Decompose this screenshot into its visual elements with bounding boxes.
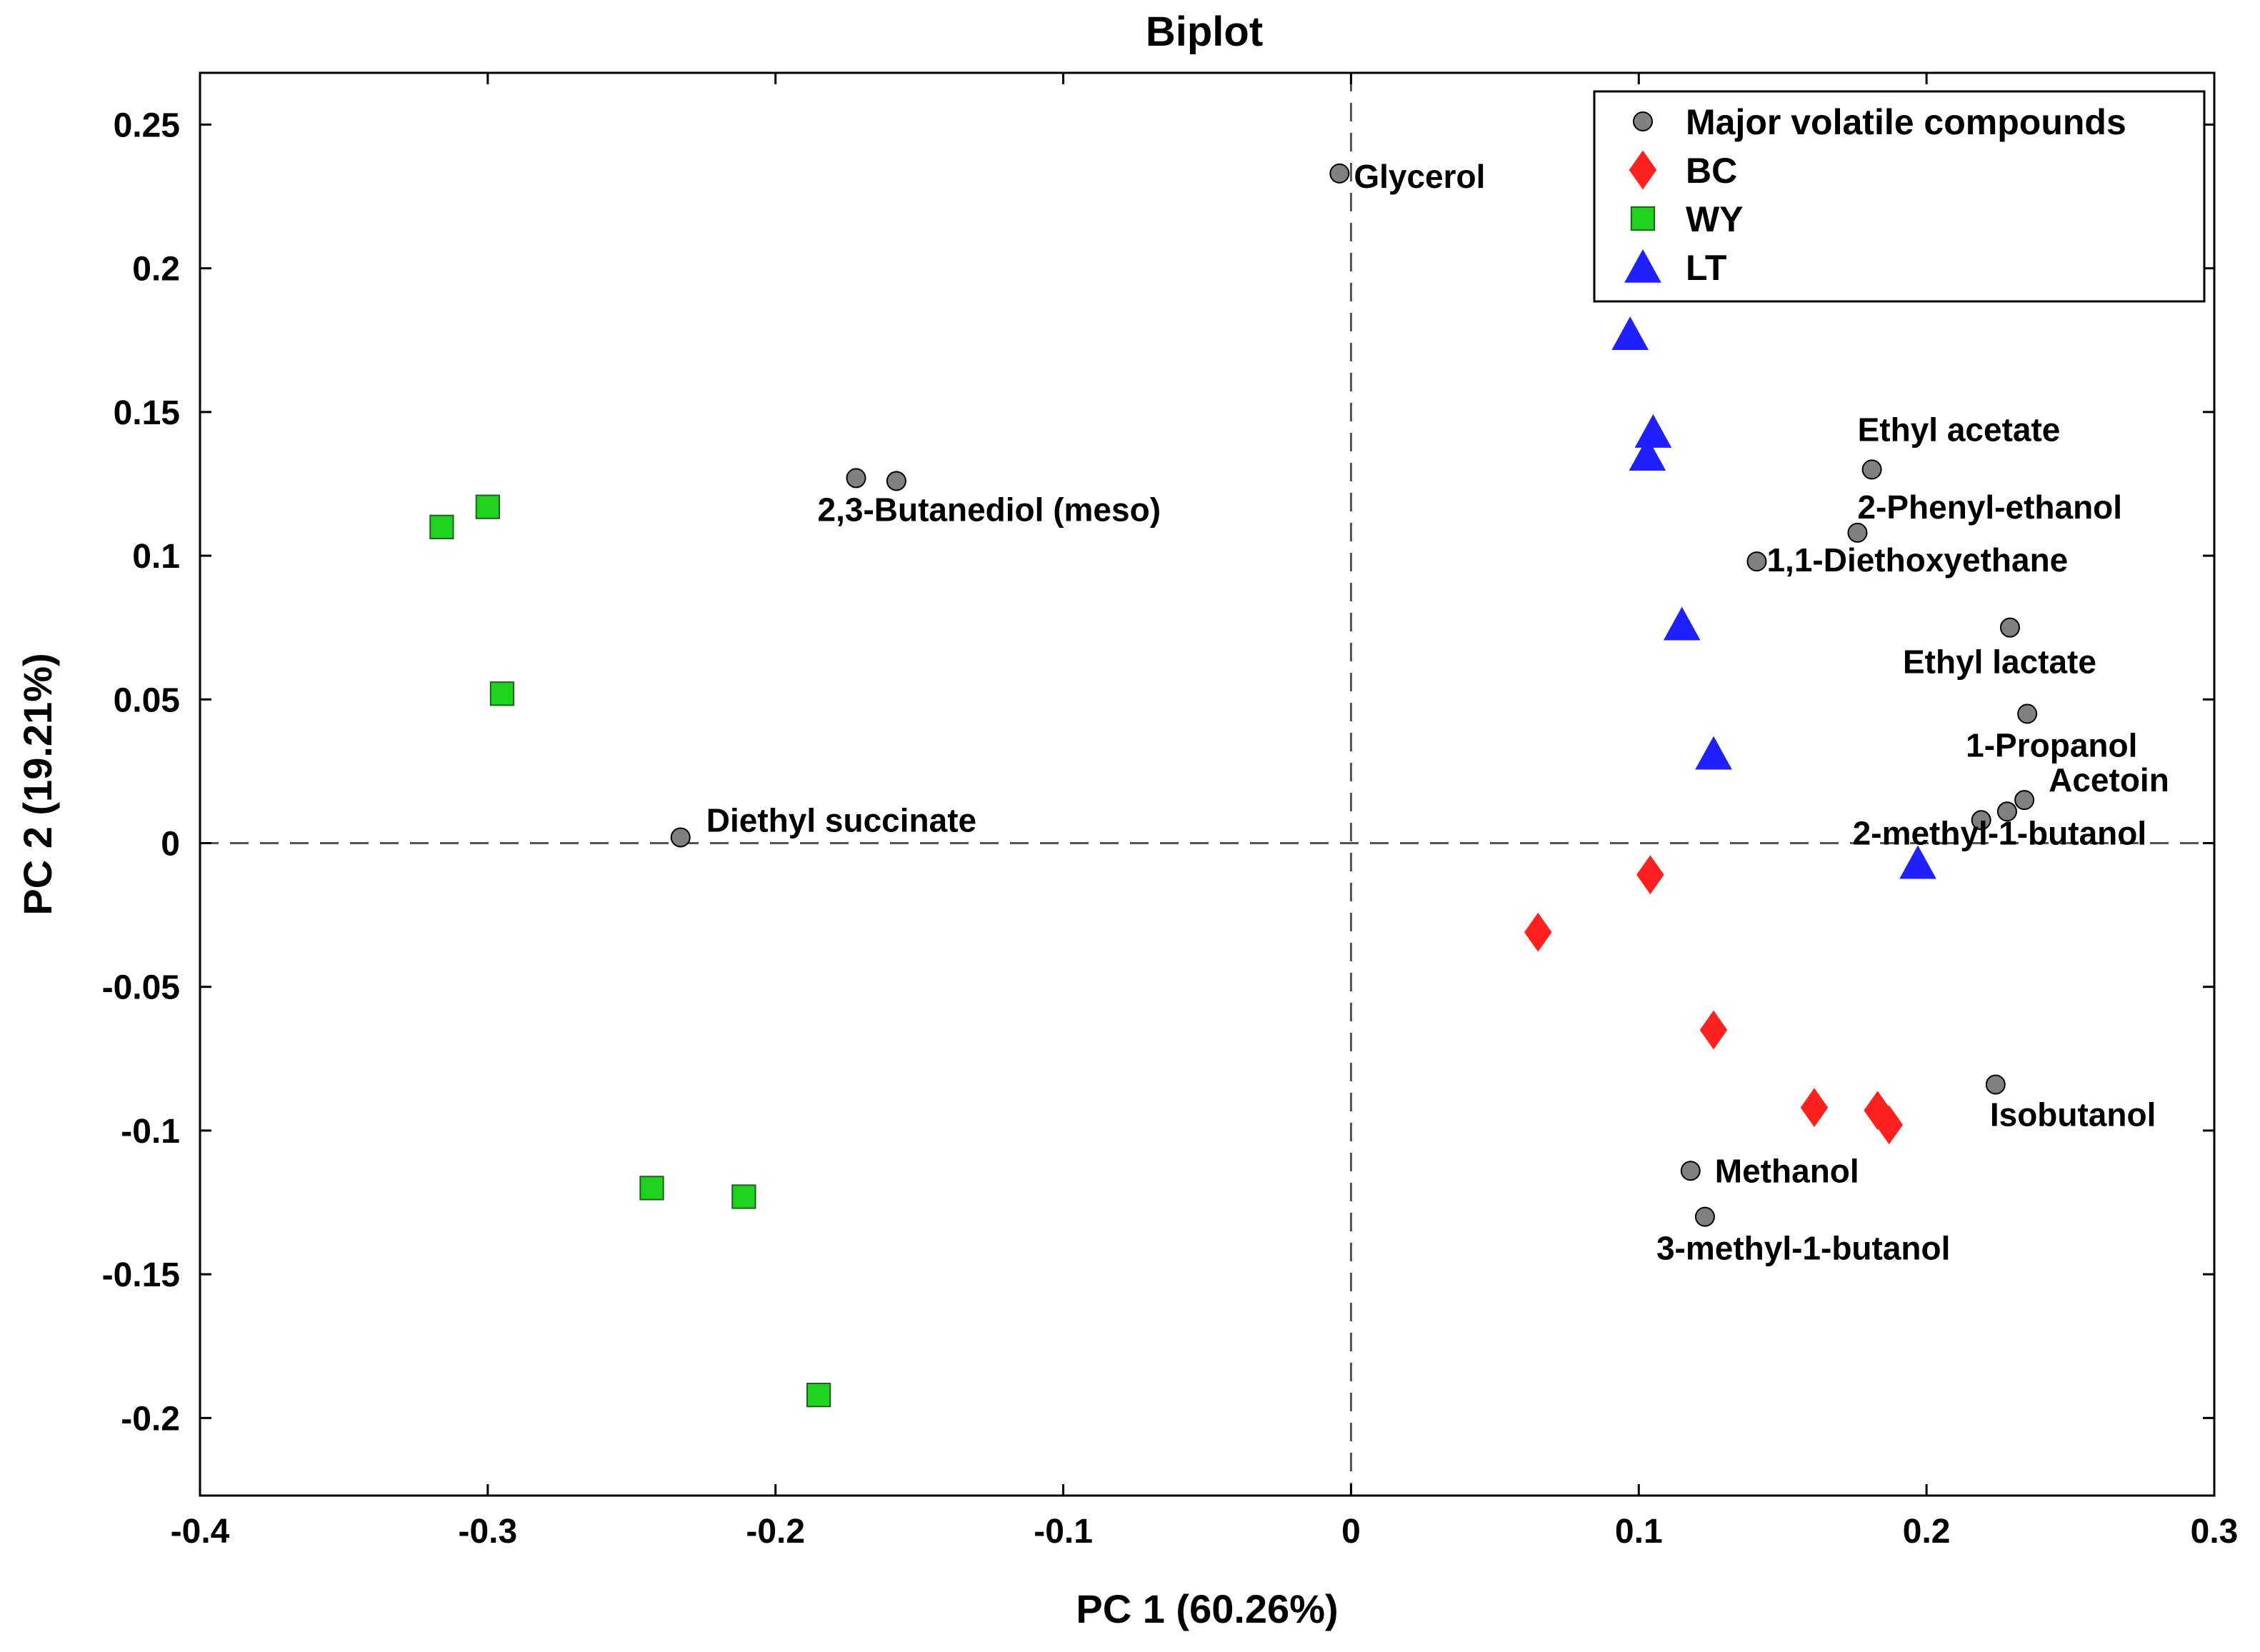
legend-entry: BC: [1686, 151, 1737, 191]
x-tick-label: 0.2: [1903, 1513, 1951, 1551]
legend-entry: Major volatile compounds: [1686, 102, 2126, 142]
point-label: Acetoin: [2049, 761, 2169, 799]
square-marker: [731, 1184, 756, 1209]
legend-diamond-marker: [1629, 150, 1657, 190]
x-tick-label: 0.3: [2191, 1513, 2239, 1551]
triangle-marker: [1634, 414, 1672, 448]
point-label: Glycerol: [1354, 158, 1485, 195]
legend-square-marker: [1630, 206, 1656, 231]
y-tick-label: 0.05: [114, 681, 180, 719]
circle-marker: [2017, 704, 2038, 724]
triangle-marker: [1695, 736, 1732, 770]
x-tick-label: 0.1: [1615, 1513, 1663, 1551]
triangle-marker: [1899, 845, 1936, 879]
circle-marker: [1694, 1206, 1715, 1227]
point-label: 3-methyl-1-butanol: [1656, 1230, 1950, 1267]
circle-marker: [846, 468, 866, 489]
data-markers: [429, 163, 2038, 1408]
legend-circle-marker: [1633, 111, 1653, 131]
point-label: Ethyl acetate: [1858, 411, 2061, 448]
point-label: Diethyl succinate: [706, 801, 976, 838]
diamond-marker: [1800, 1088, 1829, 1128]
y-tick-label: 0.2: [132, 251, 180, 289]
chart-title: Biplot: [1146, 9, 1263, 55]
point-label: 2-methyl-1-butanol: [1853, 814, 2146, 851]
y-tick-label: 0.25: [114, 106, 180, 144]
legend-entry: WY: [1686, 199, 1744, 239]
circle-marker: [1861, 459, 1882, 480]
reference-lines: [200, 73, 2214, 1496]
y-tick-label: 0.1: [132, 538, 180, 576]
x-tick-label: -0.1: [1034, 1513, 1093, 1551]
diamond-marker: [1699, 1010, 1728, 1050]
circle-marker: [670, 827, 691, 848]
circle-marker: [1985, 1074, 2006, 1095]
point-label: Methanol: [1715, 1152, 1859, 1189]
point-label: 2-Phenyl-ethanol: [1857, 489, 2122, 526]
y-tick-label: -0.1: [121, 1113, 180, 1151]
circle-marker: [1971, 810, 1991, 831]
y-tick-label: 0.15: [114, 394, 180, 432]
triangle-marker: [1663, 606, 1701, 641]
point-label: Isobutanol: [1990, 1096, 2156, 1133]
legend: Major volatile compounds BC WY LT: [1593, 90, 2206, 303]
point-label: Ethyl lactate: [1903, 644, 2096, 681]
y-tick-label: 0: [161, 825, 180, 863]
y-tick-label: -0.05: [102, 969, 180, 1007]
square-marker: [475, 494, 501, 519]
triangle-marker: [1611, 316, 1649, 350]
legend-triangle-marker: [1624, 249, 1661, 283]
circle-marker: [1680, 1161, 1701, 1181]
point-label: 1,1-Diethoxyethane: [1766, 541, 2068, 579]
x-tick-label: -0.4: [171, 1513, 230, 1551]
y-tick-label: -0.2: [121, 1400, 180, 1438]
axis-ticks: -0.4 -0.3 -0.2 -0.1 0 0.1 0.2 0.3 -0.2 -0.15 -0.1 -…: [102, 73, 2239, 1551]
circle-marker: [2014, 790, 2035, 811]
x-tick-label: -0.3: [458, 1513, 517, 1551]
circle-marker: [1746, 551, 1767, 572]
triangle-marker: [1629, 437, 1666, 471]
circle-marker: [886, 471, 906, 491]
square-marker: [489, 681, 515, 706]
diamond-marker: [1636, 855, 1664, 895]
point-label: 2,3-Butanediol (meso): [818, 491, 1161, 528]
circle-marker: [1329, 163, 1350, 184]
square-marker: [429, 514, 454, 539]
circle-marker: [1996, 801, 2017, 822]
circle-marker: [1847, 522, 1868, 543]
diamond-marker: [1864, 1091, 1891, 1131]
diamond-marker: [1524, 912, 1552, 952]
square-marker: [806, 1383, 831, 1408]
plot-frame: [199, 71, 2216, 1497]
y-tick-label: -0.15: [102, 1256, 180, 1294]
legend-entry: LT: [1686, 248, 1726, 288]
x-axis-title: PC 1 (60.26%): [1076, 1586, 1338, 1631]
y-axis-title: PC 2 (19.21%): [15, 653, 60, 915]
point-labels: Glycerol 2,3-Butanediol (meso) Diethyl suc…: [706, 158, 2169, 1267]
point-label: 1-Propanol: [1966, 726, 2137, 764]
x-tick-label: 0: [1341, 1513, 1361, 1551]
circle-marker: [1999, 617, 2020, 638]
legend-box: [1593, 90, 2206, 303]
diamond-marker: [1875, 1105, 1904, 1145]
square-marker: [639, 1176, 664, 1201]
x-tick-label: -0.2: [746, 1513, 805, 1551]
